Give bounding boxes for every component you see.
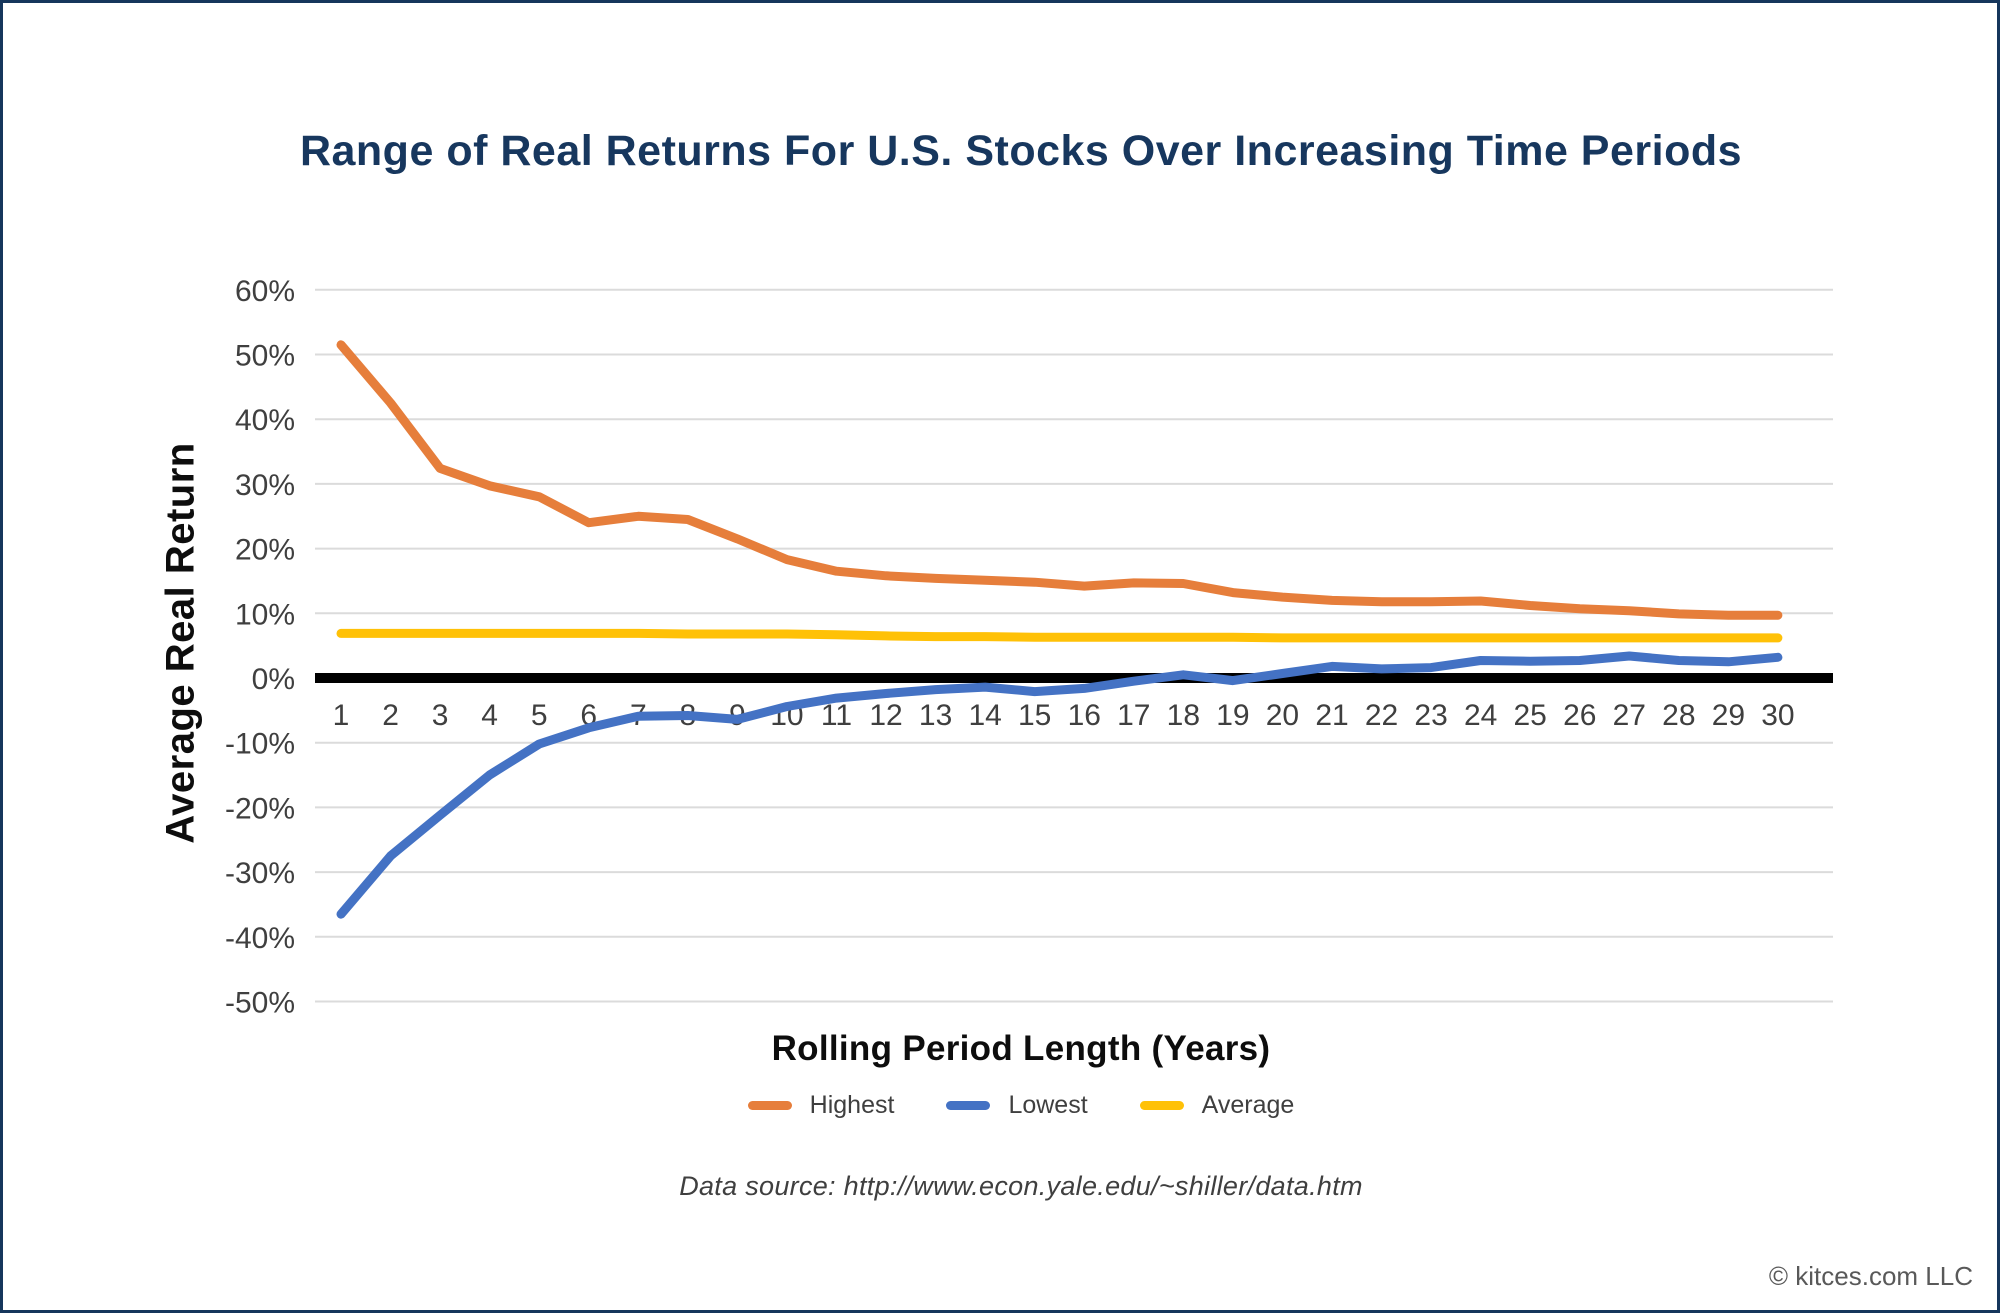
y-axis-title: Average Real Return bbox=[158, 442, 203, 844]
x-tick-label: 17 bbox=[1117, 699, 1150, 732]
x-tick-label: 21 bbox=[1315, 699, 1348, 732]
x-tick-label: 12 bbox=[869, 699, 902, 732]
legend: Highest Lowest Average bbox=[239, 1091, 1803, 1120]
y-tick-label: -20% bbox=[225, 792, 295, 825]
x-tick-label: 1 bbox=[333, 699, 350, 732]
tick-labels-layer: 60% 50% 40% 30% 20% 10% 0% -10% -20% -30% -40% -50%… bbox=[225, 275, 1795, 1020]
x-tick-label: 27 bbox=[1613, 699, 1646, 732]
y-tick-label: 50% bbox=[235, 340, 295, 373]
lowest-line bbox=[336, 651, 1783, 919]
x-tick-label: 3 bbox=[432, 699, 449, 732]
x-tick-label: 14 bbox=[968, 699, 1001, 732]
x-tick-label: 19 bbox=[1216, 699, 1249, 732]
x-tick-label: 29 bbox=[1712, 699, 1745, 732]
y-tick-label: -30% bbox=[225, 857, 295, 890]
legend-item-highest: Highest bbox=[747, 1091, 895, 1120]
y-tick-label: 20% bbox=[235, 534, 295, 567]
highest-line-swatch-icon bbox=[747, 1101, 792, 1110]
x-tick-label: 13 bbox=[919, 699, 952, 732]
x-axis-title: Rolling Period Length (Years) bbox=[771, 1029, 1271, 1068]
y-tick-label: 40% bbox=[235, 404, 295, 437]
x-tick-label: 2 bbox=[382, 699, 399, 732]
page-title: Range of Real Returns For U.S. Stocks Ov… bbox=[299, 127, 1743, 175]
y-tick-label: 10% bbox=[235, 598, 295, 631]
copyright-note: © kitces.com LLC bbox=[1768, 1261, 1973, 1291]
x-tick-label: 22 bbox=[1365, 699, 1398, 732]
legend-label-highest: Highest bbox=[809, 1091, 895, 1119]
x-tick-label: 30 bbox=[1761, 699, 1794, 732]
x-tick-label: 23 bbox=[1414, 699, 1447, 732]
data-source-note: Data source: http://www.econ.yale.edu/~s… bbox=[679, 1171, 1363, 1201]
average-line-swatch-icon bbox=[1139, 1101, 1184, 1110]
x-tick-label: 5 bbox=[531, 699, 548, 732]
x-tick-label: 28 bbox=[1662, 699, 1695, 732]
legend-label-lowest: Lowest bbox=[1008, 1091, 1088, 1119]
highest-line bbox=[336, 340, 1783, 620]
x-tick-label: 24 bbox=[1464, 699, 1497, 732]
average-line bbox=[336, 628, 1783, 643]
x-tick-label: 26 bbox=[1563, 699, 1596, 732]
y-tick-label: 30% bbox=[235, 469, 295, 502]
x-tick-label: 15 bbox=[1018, 699, 1051, 732]
y-tick-label: -10% bbox=[225, 728, 295, 761]
legend-item-average: Average bbox=[1139, 1091, 1295, 1120]
gridlines-layer bbox=[315, 288, 1833, 1003]
y-tick-label: -50% bbox=[225, 987, 295, 1020]
x-tick-label: 18 bbox=[1167, 699, 1200, 732]
legend-item-lowest: Lowest bbox=[946, 1091, 1088, 1120]
y-tick-label: 0% bbox=[252, 663, 295, 696]
x-tick-label: 16 bbox=[1068, 699, 1101, 732]
x-tick-label: 25 bbox=[1514, 699, 1547, 732]
legend-label-average: Average bbox=[1201, 1091, 1295, 1119]
y-tick-label: 60% bbox=[235, 275, 295, 308]
series-lines-layer bbox=[336, 340, 1783, 919]
x-tick-label: 20 bbox=[1266, 699, 1299, 732]
returns-line-chart: 60% 50% 40% 30% 20% 10% 0% -10% -20% -30% -40% -50%… bbox=[225, 275, 1833, 1020]
y-tick-label: -40% bbox=[225, 922, 295, 955]
x-tick-label: 4 bbox=[481, 699, 498, 732]
lowest-line-swatch-icon bbox=[946, 1101, 991, 1110]
x-tick-label: 11 bbox=[821, 699, 852, 732]
